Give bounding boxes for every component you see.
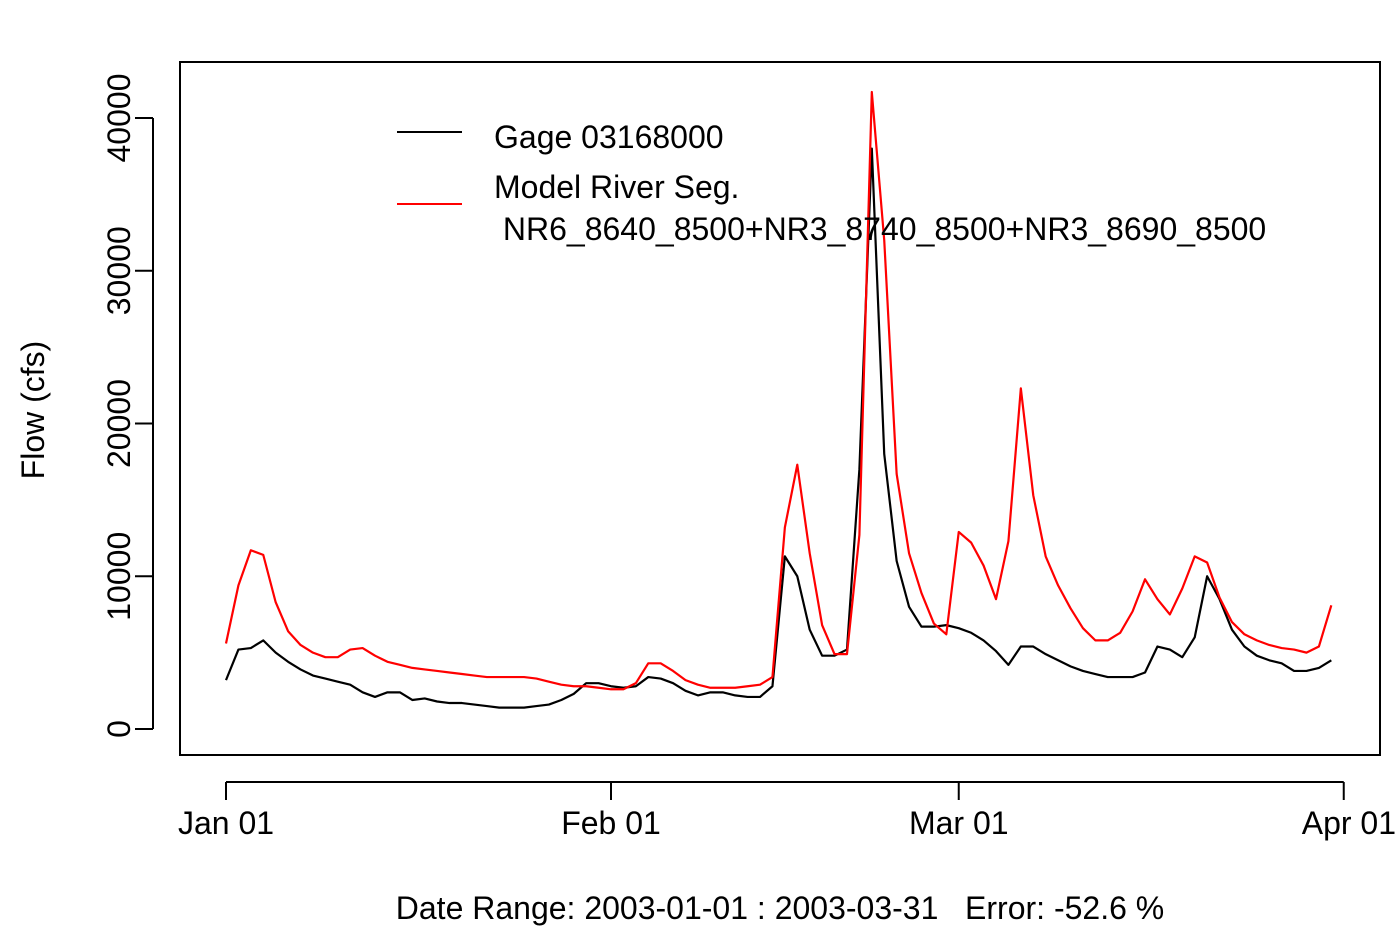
x-tick-label: Mar 01	[909, 805, 1009, 841]
y-tick-label: 30000	[101, 226, 137, 315]
x-tick-label: Jan 01	[178, 805, 274, 841]
y-tick-label: 10000	[101, 532, 137, 621]
y-tick-label: 20000	[101, 379, 137, 468]
y-axis: 0 10000 20000 30000 40000	[101, 74, 154, 738]
series-layer	[224, 90, 1333, 709]
x-axis: Jan 01 Feb 01 Mar 01 Apr 01	[178, 781, 1396, 841]
x-axis-caption: Date Range: 2003-01-01 : 2003-03-31 Erro…	[396, 890, 1164, 926]
legend-label-model: Model River Seg. NR6_8640_8500+NR3_8740_…	[494, 169, 1266, 247]
legend-label-gage: Gage 03168000	[494, 119, 724, 155]
plot-area-frame	[179, 61, 1381, 756]
y-axis-label: Flow (cfs)	[15, 341, 51, 480]
y-tick-label: 40000	[101, 74, 137, 163]
x-tick-label: Apr 01	[1302, 805, 1396, 841]
legend: Gage 03168000 Model River Seg. NR6_8640_8…	[397, 119, 1266, 247]
x-tick-label: Feb 01	[561, 805, 661, 841]
series-line-gage	[224, 147, 1332, 709]
y-tick-label: 0	[101, 720, 137, 738]
series-line-model	[224, 90, 1333, 691]
